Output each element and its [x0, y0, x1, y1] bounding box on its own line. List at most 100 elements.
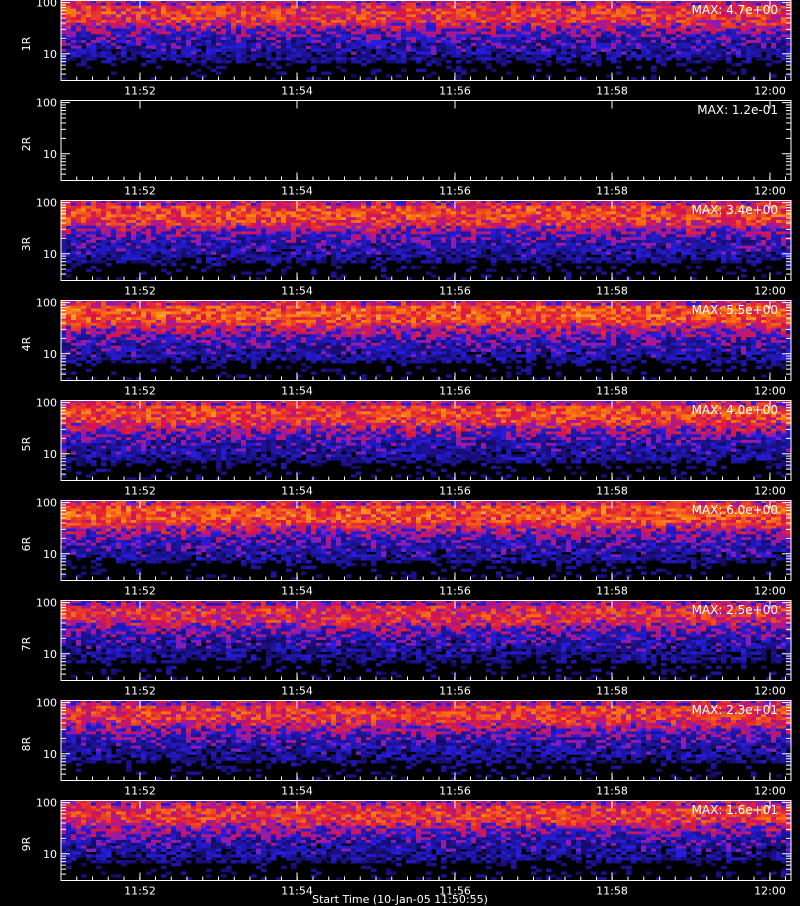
heatmap-cell: [431, 51, 437, 54]
heatmap-cell: [66, 57, 72, 60]
heatmap-cell: [261, 54, 267, 57]
y-tick-label: 100: [36, 97, 57, 110]
heatmap-cell: [561, 63, 567, 66]
heatmap-cell: [501, 51, 507, 54]
heatmap-cell: [216, 60, 222, 63]
heatmap-cell: [186, 63, 192, 66]
heatmap-cell: [361, 63, 367, 66]
heatmap-cell: [456, 54, 462, 57]
heatmap-cell: [176, 46, 182, 49]
heatmap-cell: [401, 60, 407, 63]
heatmap-cell: [676, 63, 682, 66]
heatmap-cell: [351, 46, 357, 49]
heatmap-cell: [521, 57, 527, 60]
heatmap-cell: [676, 57, 682, 60]
heatmap-cell: [66, 51, 72, 54]
heatmap-cell: [381, 57, 387, 60]
heatmap-cell: [196, 43, 202, 46]
heatmap-cell: [266, 66, 272, 69]
heatmap-cell: [81, 43, 87, 46]
panel-max-label: MAX: 4.7e+00: [692, 3, 778, 17]
heatmap-cell: [331, 57, 337, 60]
heatmap-cell: [156, 54, 162, 57]
heatmap-cell: [61, 49, 67, 52]
heatmap-cell: [371, 71, 377, 74]
heatmap-cell: [261, 63, 267, 66]
heatmap-cell: [736, 63, 742, 66]
heatmap-cell: [626, 49, 632, 52]
heatmap-cell: [296, 54, 302, 57]
heatmap-cell: [726, 69, 732, 72]
heatmap-cell: [636, 66, 642, 69]
heatmap-cell: [456, 60, 462, 63]
heatmap-cell: [311, 69, 317, 72]
heatmap-cell: [536, 63, 542, 66]
heatmap-cell: [471, 43, 477, 46]
heatmap-cell: [356, 60, 362, 63]
heatmap-cell: [686, 60, 692, 63]
heatmap-cell: [486, 57, 492, 60]
heatmap-cell: [701, 69, 707, 72]
heatmap-cell: [631, 46, 637, 49]
heatmap-cell: [451, 69, 457, 72]
heatmap-cell: [741, 71, 747, 74]
heatmap-cell: [606, 74, 612, 77]
heatmap-cell: [756, 57, 762, 60]
heatmap-cell: [546, 54, 552, 57]
heatmap-cell: [431, 60, 437, 63]
heatmap-cell: [326, 51, 332, 54]
heatmap-cell: [306, 46, 312, 49]
heatmap-cell: [276, 71, 282, 74]
panel-ylabel: 1R: [20, 36, 33, 51]
heatmap-cell: [746, 60, 752, 63]
heatmap-cell: [136, 51, 142, 54]
heatmap-cell: [371, 46, 377, 49]
heatmap-cell: [651, 54, 657, 57]
heatmap-cell: [506, 60, 512, 63]
heatmap-cell: [436, 63, 442, 66]
heatmap-cell: [211, 69, 217, 72]
heatmap-cell: [141, 40, 147, 43]
heatmap-cell: [706, 66, 712, 69]
heatmap-cell: [126, 57, 132, 60]
heatmap-cell: [556, 60, 562, 63]
heatmap-cell: [716, 57, 722, 60]
heatmap-cell: [306, 57, 312, 60]
heatmap-cell: [411, 57, 417, 60]
heatmap-cell: [721, 43, 727, 46]
heatmap-cell: [111, 46, 117, 49]
heatmap-cell: [611, 60, 617, 63]
panel-ylabel: 2R: [20, 136, 33, 151]
heatmap-cell: [731, 71, 737, 74]
heatmap-cell: [781, 57, 787, 60]
heatmap-cell: [346, 49, 352, 52]
heatmap-cell: [741, 54, 747, 57]
heatmap-cell: [146, 60, 152, 63]
heatmap-cell: [286, 57, 292, 60]
heatmap-cell: [526, 51, 532, 54]
heatmap-cell: [106, 60, 112, 63]
heatmap-cell: [371, 60, 377, 63]
heatmap-cell: [321, 60, 327, 63]
heatmap-cell: [666, 57, 672, 60]
heatmap-cell: [471, 51, 477, 54]
heatmap-cell: [696, 54, 702, 57]
heatmap-cell: [531, 60, 537, 63]
heatmap-cell: [71, 57, 77, 60]
heatmap-cell: [386, 40, 392, 43]
heatmap-cell: [591, 51, 597, 54]
heatmap-cell: [651, 69, 657, 72]
heatmap-cell: [196, 69, 202, 72]
heatmap-cell: [271, 49, 277, 52]
heatmap-cell: [641, 54, 647, 57]
heatmap-cell: [181, 60, 187, 63]
heatmap-cell: [721, 57, 727, 60]
heatmap-cell: [326, 60, 332, 63]
heatmap-cell: [411, 49, 417, 52]
heatmap-cell: [691, 54, 697, 57]
heatmap-cell: [576, 54, 582, 57]
heatmap-cell: [461, 57, 467, 60]
heatmap-cell: [96, 54, 102, 57]
x-tick-label: 11:58: [596, 85, 628, 98]
heatmap-cell: [581, 60, 587, 63]
